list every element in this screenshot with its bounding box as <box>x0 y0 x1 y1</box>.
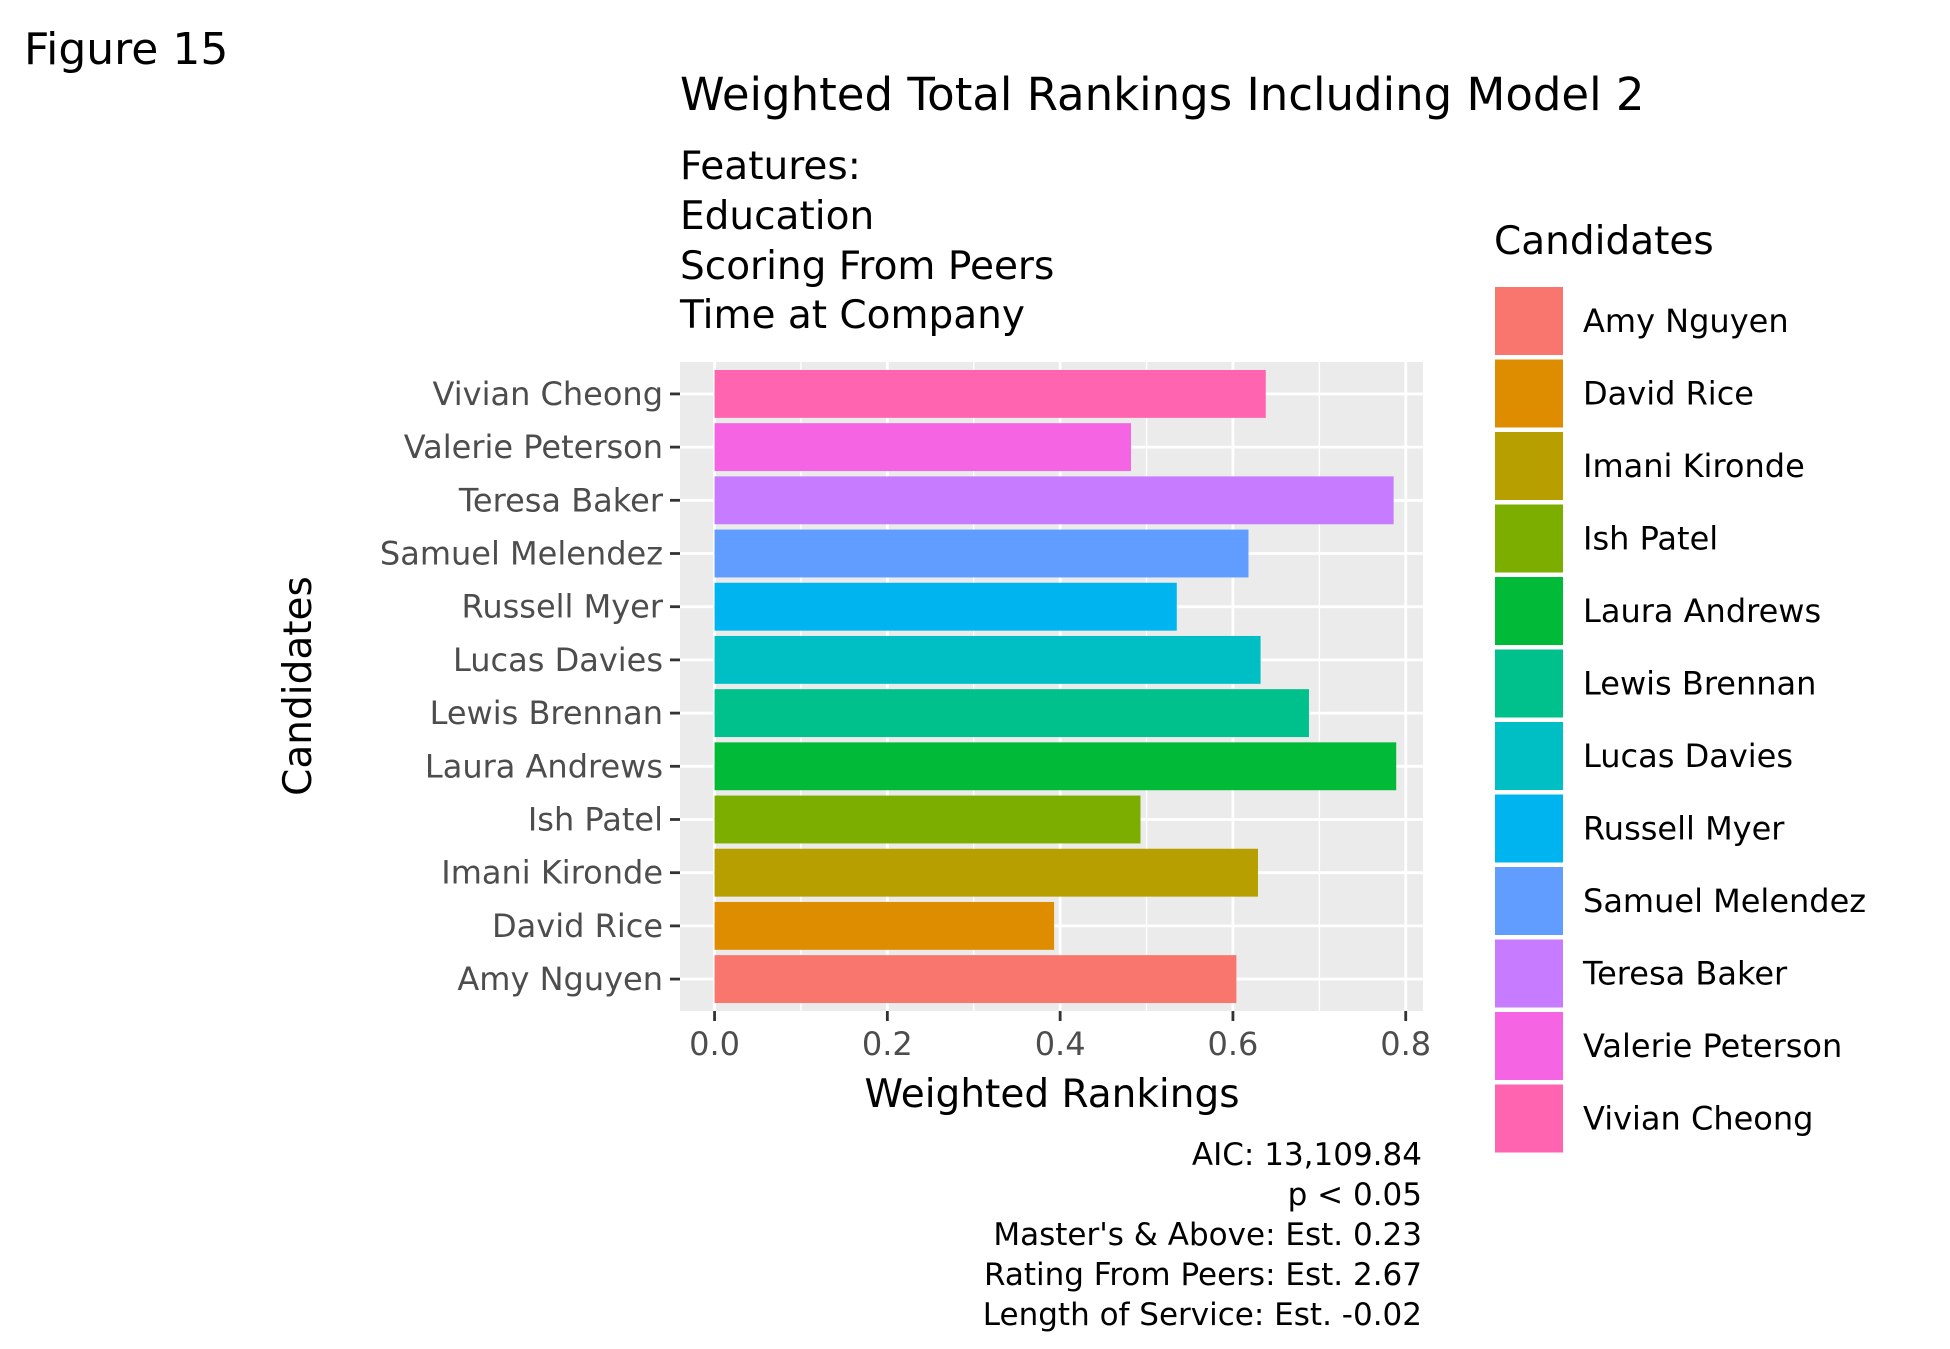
legend-title: Candidates <box>1494 219 1714 264</box>
x-tick-label: 0.8 <box>1380 1025 1431 1063</box>
x-tick-label: 0.4 <box>1035 1025 1086 1063</box>
y-tick-label: Lucas Davies <box>453 641 663 679</box>
bar <box>714 529 1249 578</box>
bars <box>714 369 1397 1004</box>
legend-label: Samuel Melendez <box>1583 882 1866 920</box>
legend-label: Teresa Baker <box>1582 955 1788 993</box>
y-axis-title: Candidates <box>276 576 321 796</box>
legend-label: Amy Nguyen <box>1583 302 1789 340</box>
y-tick-label: Samuel Melendez <box>380 535 663 573</box>
x-tick-label: 0.6 <box>1207 1025 1258 1063</box>
x-axis-title: Weighted Rankings <box>864 1072 1239 1117</box>
chart-title: Weighted Total Rankings Including Model … <box>680 68 1645 121</box>
y-tick-label: Amy Nguyen <box>457 960 663 998</box>
y-tick-label: Teresa Baker <box>458 481 664 519</box>
bar <box>714 901 1055 950</box>
bar <box>714 369 1266 418</box>
caption-line: Length of Service: Est. -0.02 <box>983 1297 1422 1333</box>
subtitle-line: Education <box>680 194 874 239</box>
legend-key <box>1493 1082 1565 1155</box>
legend-key <box>1493 865 1565 937</box>
legend-key <box>1493 720 1565 792</box>
y-axis: Amy Nguyen David Rice Imani Kironde Ish Pat… <box>380 375 680 998</box>
legend-key <box>1493 285 1565 357</box>
legend-label: Ish Patel <box>1583 520 1718 558</box>
y-tick-label: Laura Andrews <box>425 747 663 785</box>
bar <box>714 476 1394 525</box>
subtitle-line: Features: <box>680 144 861 189</box>
legend-key <box>1493 357 1565 430</box>
legend-label: Laura Andrews <box>1583 592 1821 630</box>
caption-line: Rating From Peers: Est. 2.67 <box>984 1257 1422 1293</box>
legend-label: Russell Myer <box>1583 810 1785 848</box>
chart-subtitle: Features: Education Scoring From Peers T… <box>679 144 1054 338</box>
y-tick-label: Valerie Peterson <box>404 428 663 466</box>
legend-key <box>1493 937 1565 1010</box>
legend-key <box>1493 430 1565 502</box>
legend-key <box>1493 1010 1565 1082</box>
figure-label: Figure 15 <box>24 24 228 75</box>
bar <box>714 635 1261 684</box>
bar <box>714 955 1237 1004</box>
y-tick-label: Imani Kironde <box>441 854 663 892</box>
caption-line: Master's & Above: Est. 0.23 <box>993 1217 1422 1253</box>
subtitle-line: Time at Company <box>679 293 1025 338</box>
bar <box>714 689 1309 738</box>
legend-label: David Rice <box>1583 375 1754 413</box>
legend: Candidates Amy Nguyen David Rice Imani Kir… <box>1493 219 1866 1155</box>
legend-label: Lucas Davies <box>1583 737 1793 775</box>
y-tick-label: David Rice <box>492 907 663 945</box>
x-tick-label: 0.0 <box>689 1025 740 1063</box>
legend-label: Imani Kironde <box>1583 447 1805 485</box>
legend-key <box>1493 502 1565 575</box>
caption-line: AIC: 13,109.84 <box>1192 1137 1422 1173</box>
subtitle-line: Scoring From Peers <box>680 244 1054 289</box>
legend-key <box>1493 792 1565 865</box>
caption-line: p < 0.05 <box>1288 1177 1422 1213</box>
y-tick-label: Lewis Brennan <box>430 694 663 732</box>
bar <box>714 423 1131 472</box>
legend-label: Vivian Cheong <box>1583 1100 1813 1138</box>
legend-label: Valerie Peterson <box>1583 1027 1842 1065</box>
y-tick-label: Ish Patel <box>528 800 663 838</box>
y-tick-label: Russell Myer <box>462 588 664 626</box>
bar <box>714 582 1177 631</box>
bar <box>714 795 1141 844</box>
chart-caption: AIC: 13,109.84 p < 0.05 Master's & Above… <box>983 1137 1422 1333</box>
bar <box>714 742 1397 791</box>
bar <box>714 848 1258 897</box>
legend-label: Lewis Brennan <box>1583 665 1816 703</box>
legend-key <box>1493 647 1565 720</box>
legend-key <box>1493 575 1565 647</box>
x-tick-label: 0.2 <box>862 1025 913 1063</box>
y-tick-label: Vivian Cheong <box>433 375 663 413</box>
x-axis: 0.0 0.2 0.4 0.6 0.8 <box>689 1011 1431 1063</box>
